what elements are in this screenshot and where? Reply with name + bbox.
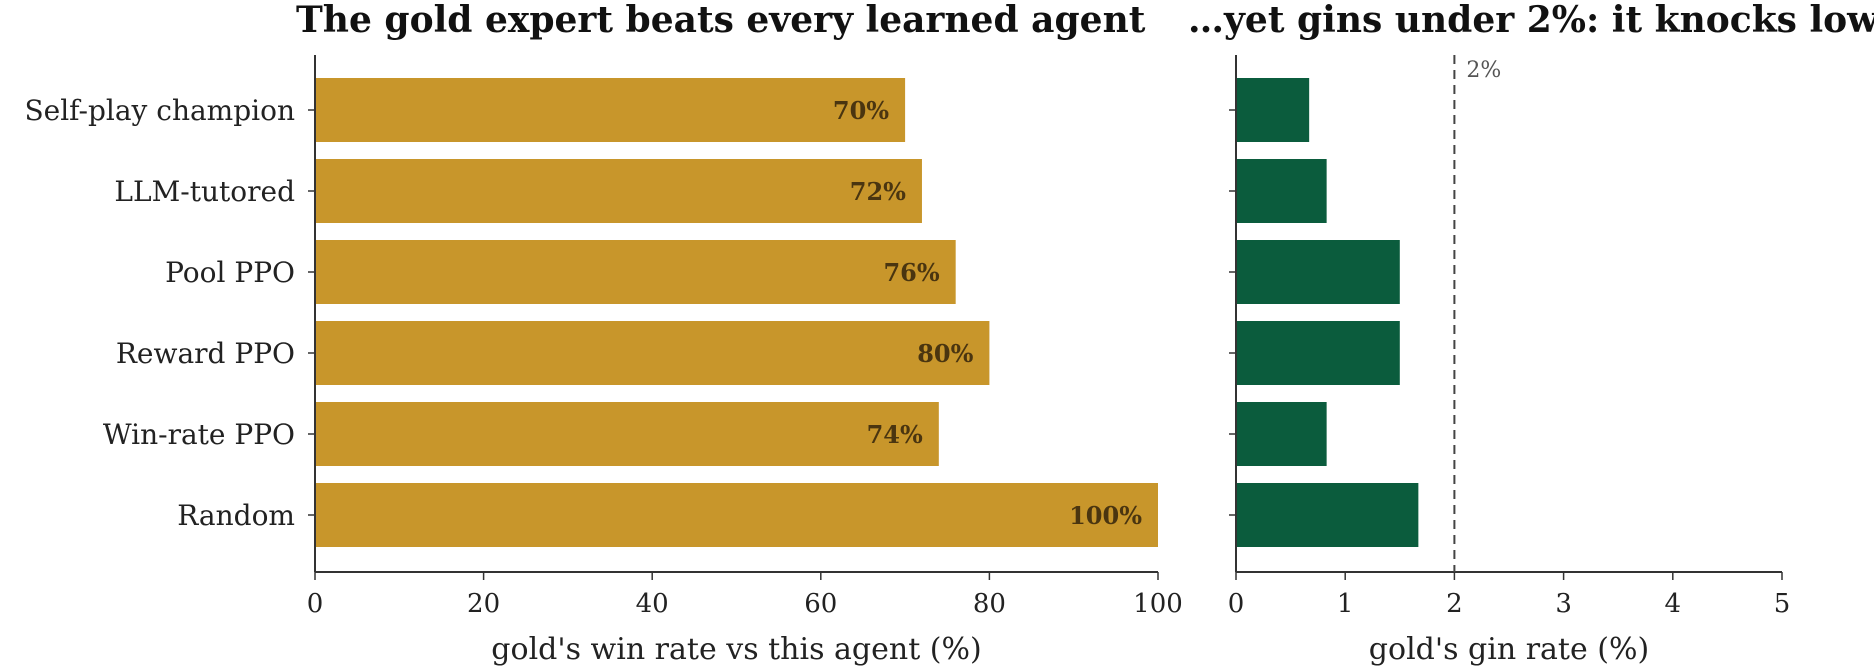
x-tick-label: 0	[307, 589, 324, 619]
data-label: 100%	[1069, 501, 1142, 530]
category-label: Reward PPO	[116, 337, 295, 370]
x-tick-label: 3	[1555, 589, 1572, 619]
x-tick-label: 60	[804, 589, 837, 619]
bar	[315, 321, 990, 385]
category-label: Pool PPO	[165, 256, 295, 289]
bar	[1236, 483, 1419, 547]
bar	[315, 483, 1158, 547]
x-tick-label: 5	[1774, 589, 1791, 619]
bar	[1236, 321, 1400, 385]
bar	[315, 240, 956, 304]
category-label: LLM-tutored	[114, 175, 295, 208]
data-label: 74%	[867, 420, 923, 449]
x-axis-label: gold's gin rate (%)	[1369, 632, 1649, 667]
x-tick-label: 2	[1446, 589, 1463, 619]
category-label: Random	[177, 499, 295, 532]
bar	[315, 78, 906, 142]
bar	[1236, 159, 1327, 223]
chart-title-left: The gold expert beats every learned agen…	[296, 0, 1146, 41]
data-label: 76%	[883, 258, 939, 287]
data-label: 70%	[833, 96, 889, 125]
data-label: 80%	[917, 339, 973, 368]
x-tick-label: 100	[1133, 589, 1183, 619]
x-tick-label: 20	[467, 589, 500, 619]
data-label: 72%	[850, 177, 906, 206]
category-label: Win-rate PPO	[103, 418, 295, 451]
bar	[1236, 78, 1310, 142]
category-label: Self-play champion	[24, 94, 295, 127]
win-rate-panel: Self-play champion 70% LLM-tutored 72% Pool …	[24, 55, 1183, 667]
x-tick-label: 4	[1665, 589, 1682, 619]
bar	[1236, 240, 1400, 304]
gin-rate-panel: 0 1 2 3 4 5 gold's gin rate (%) 2%	[1228, 55, 1791, 667]
x-tick-label: 1	[1337, 589, 1354, 619]
reference-line-label: 2%	[1466, 58, 1501, 83]
bar	[315, 402, 939, 466]
bar	[1236, 402, 1327, 466]
x-tick-label: 40	[636, 589, 669, 619]
x-tick-label: 80	[973, 589, 1006, 619]
x-tick-label: 0	[1228, 589, 1245, 619]
x-axis-label: gold's win rate vs this agent (%)	[491, 632, 981, 667]
chart-title-right: …yet gins under 2%: it knocks low	[1188, 0, 1874, 41]
bar	[315, 159, 922, 223]
